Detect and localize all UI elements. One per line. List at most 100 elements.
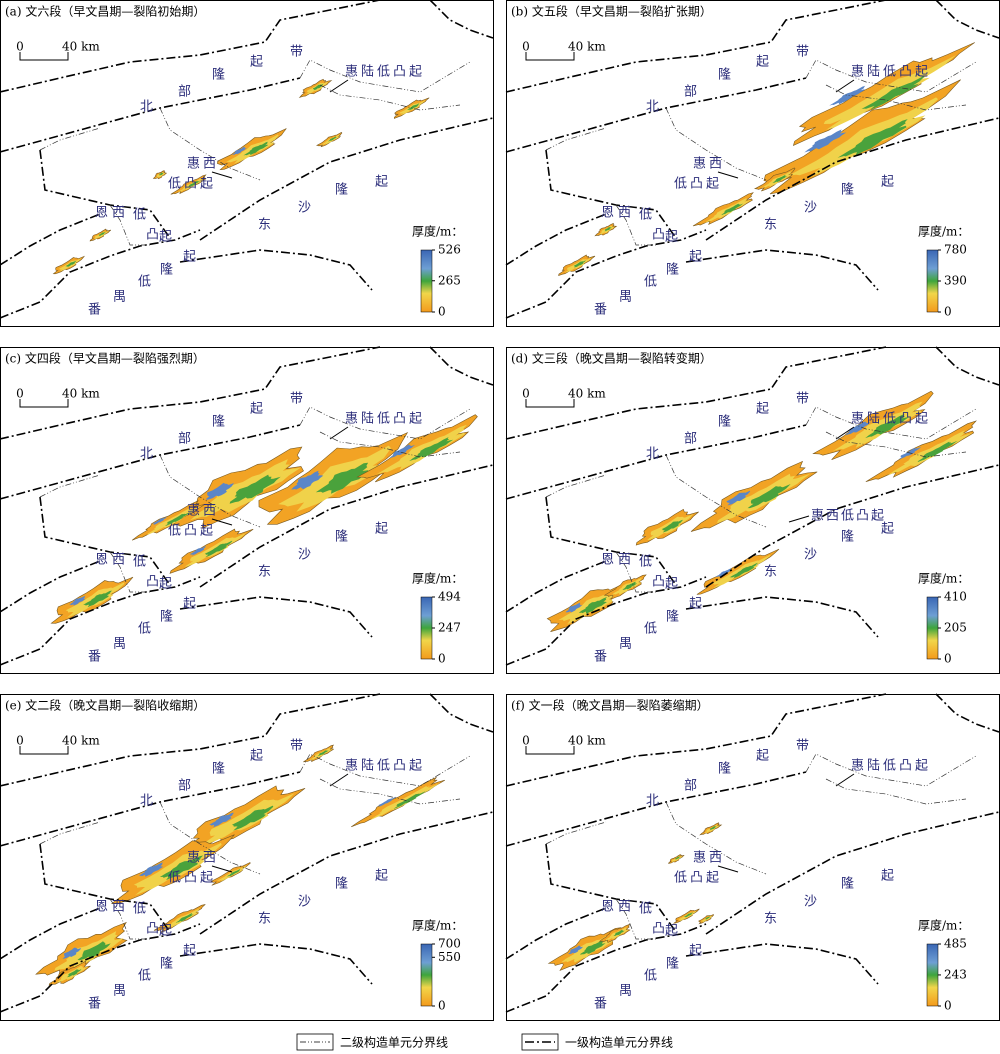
scale-bar bbox=[19, 746, 69, 755]
color-bar-label: 247 bbox=[438, 621, 461, 635]
thickness-area bbox=[861, 76, 925, 110]
thickness-area bbox=[917, 440, 958, 463]
color-bar bbox=[420, 249, 433, 313]
primary-boundary bbox=[179, 249, 373, 291]
scale-length: 40 km bbox=[568, 734, 606, 748]
legend-title: 厚度/m： bbox=[412, 224, 463, 239]
secondary-boundary bbox=[615, 204, 656, 246]
thickness-area bbox=[66, 969, 82, 978]
scale-zero: 0 bbox=[16, 40, 24, 54]
secondary-boundary bbox=[299, 406, 471, 440]
region-label: 低凸起 bbox=[168, 177, 216, 192]
primary-boundary bbox=[0, 0, 381, 93]
thickness-area bbox=[170, 174, 207, 195]
thickness-area bbox=[98, 231, 106, 237]
scale-length: 40 km bbox=[62, 40, 100, 54]
primary-boundary bbox=[505, 213, 607, 266]
thickness-area bbox=[622, 581, 638, 590]
secondary-boundary bbox=[665, 107, 767, 181]
primary-boundary bbox=[179, 943, 373, 985]
scale-bar bbox=[19, 399, 69, 408]
primary-boundary bbox=[199, 464, 494, 588]
secondary-boundary bbox=[109, 551, 150, 593]
thickness-area bbox=[604, 227, 612, 232]
color-bar-label: 0 bbox=[438, 305, 446, 319]
thickness-area bbox=[832, 401, 923, 452]
color-bar-label: 410 bbox=[944, 590, 967, 604]
primary-boundary bbox=[0, 923, 201, 1013]
region-label: 惠陆低凸起 bbox=[851, 64, 931, 80]
region-label: 惠陆低凸起 bbox=[851, 411, 931, 427]
region-label: 惠西 bbox=[693, 157, 725, 172]
map-panel: (f) 文一段（晚文昌期—裂陷萎缩期）0 40 km北部隆起带东沙隆起番禺低隆起恩… bbox=[505, 693, 1000, 1021]
secondary-boundary bbox=[545, 821, 607, 845]
panel-title: (e) 文二段（晚文昌期—裂陷收缩期） bbox=[5, 698, 205, 713]
thickness-area bbox=[715, 568, 732, 578]
primary-boundary bbox=[429, 693, 494, 733]
map-panel: (b) 文五段（早文昌期—裂陷扩张期）0 40 km北部隆起带东沙隆起番禺低隆起恩… bbox=[505, 0, 1000, 327]
region-label: 惠西低凸起 bbox=[811, 509, 886, 524]
thickness-area bbox=[165, 512, 191, 526]
thickness-area bbox=[580, 940, 606, 955]
secondary-boundary bbox=[109, 898, 150, 940]
color-bar-label: 0 bbox=[438, 652, 446, 666]
panel-frame bbox=[0, 347, 494, 674]
thickness-area bbox=[65, 260, 77, 268]
primary-boundary bbox=[935, 693, 1000, 733]
thickness-area bbox=[77, 941, 111, 961]
thickness-area bbox=[726, 490, 751, 506]
region-label: 低凸起 bbox=[168, 871, 216, 886]
primary-boundary bbox=[0, 693, 381, 787]
thickness-area bbox=[692, 192, 754, 227]
color-bar-label: 0 bbox=[438, 999, 446, 1013]
scale-bar bbox=[19, 52, 69, 61]
leader-line bbox=[329, 79, 349, 93]
scale-zero: 0 bbox=[522, 387, 530, 401]
map-panel: (c) 文四段（早文昌期—裂陷强烈期）0 40 km北部隆起带东沙隆起番禺低隆起恩… bbox=[0, 346, 494, 674]
region-label: 惠陆低凸起 bbox=[345, 64, 425, 80]
thickness-area bbox=[704, 824, 721, 834]
secondary-boundary bbox=[825, 778, 967, 805]
secondary-boundary bbox=[665, 454, 767, 528]
legend: 二级构造单元分界线 一级构造单元分界线 bbox=[296, 1033, 673, 1051]
color-bar bbox=[420, 596, 433, 660]
scale-length: 40 km bbox=[568, 40, 606, 54]
panel-title: (d) 文三段（晚文昌期—裂陷转变期） bbox=[511, 351, 712, 366]
primary-boundary bbox=[705, 464, 1000, 588]
thickness-area bbox=[376, 424, 467, 475]
map-panel: (a) 文六段（早文昌期—裂陷初始期）0 40 km北部隆起带东沙隆起番禺低隆起恩… bbox=[0, 0, 494, 327]
color-bar-label: 0 bbox=[944, 652, 952, 666]
leader-line bbox=[788, 515, 810, 523]
secondary-boundary bbox=[109, 204, 150, 246]
primary-boundary bbox=[935, 346, 1000, 386]
secondary-boundary bbox=[805, 59, 977, 93]
primary-boundary bbox=[685, 249, 879, 291]
thickness-area bbox=[327, 136, 337, 142]
primary-boundary bbox=[0, 907, 101, 960]
thickness-area bbox=[62, 947, 81, 959]
primary-boundary bbox=[0, 346, 381, 440]
thickness-area bbox=[721, 203, 744, 216]
thickness-area bbox=[231, 146, 247, 155]
panel-title: (b) 文五段（早文昌期—裂陷扩张期） bbox=[511, 4, 712, 19]
thickness-area bbox=[674, 856, 681, 860]
region-label: 惠西 bbox=[693, 851, 725, 866]
secondary-boundary bbox=[159, 801, 261, 875]
thickness-area bbox=[671, 855, 683, 863]
primary-boundary bbox=[429, 346, 494, 386]
leader-line bbox=[717, 865, 739, 873]
primary-boundary bbox=[0, 213, 101, 266]
scale-zero: 0 bbox=[16, 387, 24, 401]
secondary-boundary bbox=[615, 898, 656, 940]
color-bar-label: 0 bbox=[944, 999, 952, 1013]
scale-length: 40 km bbox=[62, 387, 100, 401]
color-bar bbox=[420, 943, 433, 1007]
panel-frame bbox=[506, 694, 1000, 1021]
secondary-boundary bbox=[39, 127, 101, 151]
legend-label: 一级构造单元分界线 bbox=[565, 1035, 673, 1050]
secondary-boundary bbox=[825, 84, 967, 111]
secondary-boundary bbox=[299, 59, 471, 93]
secondary-boundary bbox=[319, 431, 461, 458]
thickness-area bbox=[175, 913, 194, 923]
scale-bar bbox=[525, 746, 575, 755]
